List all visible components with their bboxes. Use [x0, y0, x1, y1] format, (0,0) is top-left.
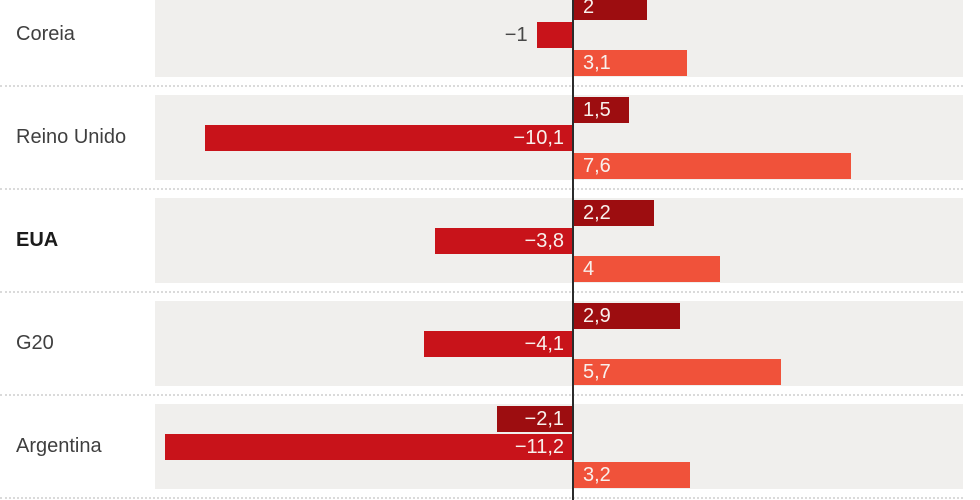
row-separator — [0, 188, 963, 190]
value-label-red-series-argentina: −11,2 — [514, 436, 564, 458]
value-label-dark-red-series-argentina: −2,1 — [524, 408, 564, 430]
category-label-argentina: Argentina — [16, 435, 102, 457]
bar-orange-series-coreia — [574, 50, 687, 76]
value-label-dark-red-series-reino-unido: 1,5 — [583, 99, 611, 121]
bar-red-series-coreia — [536, 22, 573, 48]
bar-red-series-g20 — [423, 331, 573, 357]
bar-orange-series-g20 — [574, 359, 782, 385]
value-label-dark-red-series-g20: 2,9 — [583, 305, 611, 327]
value-label-orange-series-argentina: 3,2 — [583, 464, 611, 486]
bar-red-series-reino-unido — [205, 125, 573, 151]
bar-dark-red-series-coreia — [574, 0, 647, 20]
bar-dark-red-series-reino-unido — [574, 97, 629, 123]
row-separator — [0, 497, 963, 499]
value-label-orange-series-eua: 4 — [583, 258, 595, 280]
value-label-red-series-reino-unido: −10,1 — [513, 127, 564, 149]
row-separator — [0, 394, 963, 396]
bar-orange-series-reino-unido — [574, 153, 851, 179]
value-label-orange-series-reino-unido: 7,6 — [583, 155, 611, 177]
row-separator — [0, 291, 963, 293]
category-label-reino-unido: Reino Unido — [16, 126, 127, 148]
value-label-orange-series-g20: 5,7 — [583, 361, 611, 383]
bar-dark-red-series-argentina — [496, 406, 573, 432]
category-label-eua: EUA — [16, 229, 59, 251]
category-label-g20: G20 — [16, 332, 54, 354]
bar-dark-red-series-g20 — [574, 303, 680, 329]
value-label-red-series-eua: −3,8 — [524, 230, 564, 252]
value-label-dark-red-series-coreia: 2 — [583, 0, 595, 18]
value-label-dark-red-series-eua: 2,2 — [583, 202, 611, 224]
row-separator — [0, 85, 963, 87]
zero-axis-line — [572, 0, 574, 500]
bar-orange-series-eua — [574, 256, 720, 282]
value-label-orange-series-coreia: 3,1 — [583, 52, 611, 74]
category-label-coreia: Coreia — [16, 23, 75, 45]
bar-dark-red-series-eua — [574, 200, 655, 226]
bar-orange-series-argentina — [574, 462, 691, 488]
value-label-red-series-g20: −4,1 — [524, 333, 564, 355]
bar-red-series-argentina — [165, 434, 573, 460]
bar-red-series-eua — [434, 228, 573, 254]
value-label-red-series-coreia: −1 — [504, 24, 528, 46]
